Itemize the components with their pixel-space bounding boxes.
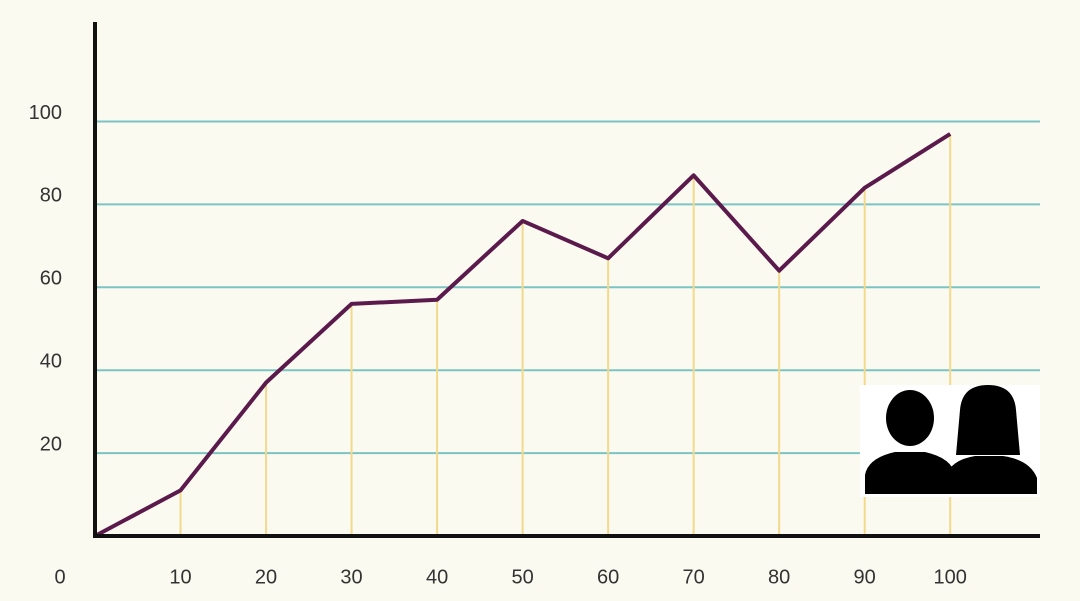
x-tick-label: 50 (511, 566, 533, 588)
icon-body (945, 456, 1037, 494)
y-tick-label: 80 (40, 185, 62, 207)
x-tick-label: 100 (934, 566, 967, 588)
x-tick-label: 20 (255, 566, 277, 588)
people-icon (860, 385, 1040, 497)
y-tick-label: 40 (40, 350, 62, 372)
icon-head (956, 385, 1020, 455)
y-tick-label: 100 (29, 102, 62, 124)
x-tick-label: 90 (854, 566, 876, 588)
x-tick-label: 10 (169, 566, 191, 588)
icon-head (886, 390, 934, 446)
y-tick-label: 60 (40, 268, 62, 290)
y-tick-label: 20 (40, 433, 62, 455)
tick-labels: 20 40 60 80 100 0 10 20 30 40 50 60 70 80 90 100 (29, 102, 967, 589)
x-tick-label: 70 (683, 566, 705, 588)
series (94, 132, 952, 538)
x-tick-label: 80 (768, 566, 790, 588)
data-line (94, 132, 952, 538)
icon-body (865, 452, 955, 494)
x-tick-label: 40 (426, 566, 448, 588)
x-tick-label: 60 (597, 566, 619, 588)
x-tick-label: 0 (54, 566, 65, 588)
x-tick-label: 30 (340, 566, 362, 588)
